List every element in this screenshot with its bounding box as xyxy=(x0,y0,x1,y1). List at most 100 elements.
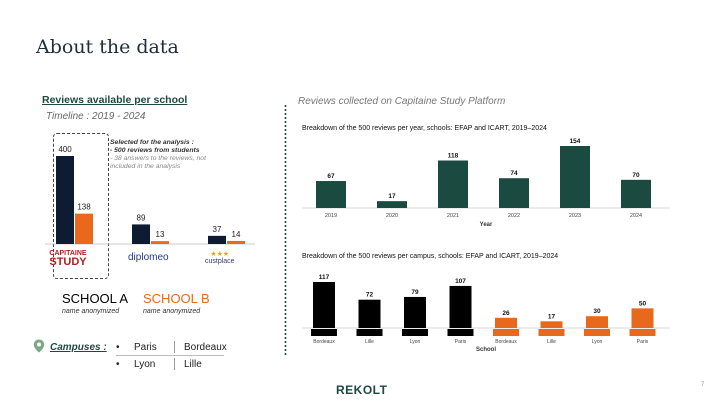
right-section-title: Reviews collected on Capitaine Study Pla… xyxy=(298,96,506,107)
custplace-logo-text: custplace xyxy=(205,258,235,265)
school-bar xyxy=(132,224,150,244)
school-bar xyxy=(227,240,245,244)
school-a-sub: name anonymized xyxy=(62,308,120,315)
custplace-stars: ★★★ xyxy=(210,251,230,258)
campus-list: • Paris Bordeaux • Lyon Lille xyxy=(116,339,227,372)
school-b-sub: name anonymized xyxy=(143,308,201,315)
year-bar-label: 67 xyxy=(327,173,335,180)
year-bar xyxy=(438,160,468,208)
campus-bar-label: 50 xyxy=(639,300,647,307)
campus-item: Lyon xyxy=(134,358,156,370)
campus-bar-label: 79 xyxy=(411,289,419,296)
year-bar-label: 74 xyxy=(510,170,518,177)
campus-group-band xyxy=(311,329,337,336)
campus-group-band xyxy=(493,329,519,336)
campus-group-band xyxy=(538,329,565,336)
campus-bar xyxy=(313,282,335,328)
campus-tick-label: Lyon xyxy=(410,339,421,345)
school-bar xyxy=(151,241,169,244)
year-bar xyxy=(316,181,346,208)
school-reviews-chart: 400 138 89 13 37 14 xyxy=(45,145,255,245)
campus-group-band xyxy=(584,329,610,336)
school-bar-label: 13 xyxy=(156,230,165,239)
school-bar xyxy=(208,235,226,244)
campus-group-band xyxy=(447,329,474,336)
year-bar-label: 154 xyxy=(570,138,581,145)
year-tick-label: 2022 xyxy=(508,213,520,219)
campus-tick-label: Lyon xyxy=(592,339,603,345)
school-bar-label: 400 xyxy=(58,145,72,154)
year-bar-label: 17 xyxy=(388,193,396,200)
diplomeo-logo: diplomeo xyxy=(128,252,169,263)
campus-bar-label: 117 xyxy=(319,274,330,281)
school-b-name: SCHOOL B xyxy=(143,291,210,306)
dotted-divider xyxy=(284,104,287,356)
school-bar-label: 37 xyxy=(213,225,222,234)
school-bar-label: 138 xyxy=(77,203,91,212)
year-bar xyxy=(377,201,407,208)
capitaine-study-logo: CAPITAINE STUDY xyxy=(48,249,88,268)
campus-bar xyxy=(358,299,381,328)
page-title: About the data xyxy=(36,36,179,58)
campus-bar-label: 26 xyxy=(502,310,510,317)
campus-tick-label: Paris xyxy=(455,339,467,345)
campus-item: Bordeaux xyxy=(184,341,227,353)
school-a-block: SCHOOL A name anonymized xyxy=(62,291,128,315)
year-tick-label: 2020 xyxy=(386,213,398,219)
school-b-block: SCHOOL B name anonymized xyxy=(143,291,210,315)
timeline-label: Timeline : 2019 - 2024 xyxy=(46,111,146,122)
school-bar xyxy=(56,156,74,244)
campus-chart-xlabel: School xyxy=(476,347,496,353)
custplace-logo: ★★★ custplace xyxy=(205,250,235,265)
year-tick-label: 2019 xyxy=(325,213,337,219)
campus-tick-label: Lille xyxy=(365,339,374,345)
campus-bar xyxy=(586,316,608,328)
capitaine-logo-top: CAPITAINE xyxy=(49,250,87,257)
campus-bar-label: 17 xyxy=(548,313,556,320)
campus-item: Paris xyxy=(134,341,157,353)
campus-group-band xyxy=(402,329,428,336)
year-tick-label: 2023 xyxy=(569,213,581,219)
campus-bar-label: 107 xyxy=(455,278,466,285)
campuses-label: Campuses : xyxy=(50,342,107,353)
annotation-line-2: 38 answers to the reviews, not included … xyxy=(110,155,206,170)
selection-annotation: Selected for the analysis : - 500 review… xyxy=(110,139,230,171)
year-chart-title: Breakdown of the 500 reviews per year, s… xyxy=(302,125,547,132)
campus-bar xyxy=(404,296,426,328)
campus-bar xyxy=(495,317,517,328)
section-title: Reviews available per school xyxy=(42,94,188,106)
campus-item: Lille xyxy=(184,358,202,370)
school-a-name: SCHOOL A xyxy=(62,291,128,306)
campus-bar xyxy=(449,285,472,328)
year-bar xyxy=(621,179,651,208)
annotation-line-1: 500 reviews from students xyxy=(114,147,200,154)
campus-group-band xyxy=(629,329,656,336)
campus-bar xyxy=(540,321,563,328)
year-breakdown-chart: Breakdown of the 500 reviews per year, s… xyxy=(302,125,670,228)
campus-breakdown-chart: Breakdown of the 500 reviews per campus,… xyxy=(302,253,670,353)
school-bar xyxy=(75,213,93,244)
year-tick-label: 2021 xyxy=(447,213,459,219)
rekolt-logo: REKOLT xyxy=(336,383,388,397)
year-bar xyxy=(560,146,590,208)
school-bar-label: 89 xyxy=(137,213,146,222)
annotation-heading: Selected for the analysis : xyxy=(110,139,194,146)
campus-group-band xyxy=(356,329,383,336)
selected-school-highlight xyxy=(53,133,109,279)
year-tick-label: 2024 xyxy=(630,213,642,219)
campus-chart-title: Breakdown of the 500 reviews per campus,… xyxy=(302,253,558,260)
campus-tick-label: Paris xyxy=(637,339,649,345)
capitaine-logo-bottom: STUDY xyxy=(49,256,87,268)
campus-bar-label: 72 xyxy=(366,292,374,299)
school-bar-label: 14 xyxy=(232,230,241,239)
campus-bar-label: 30 xyxy=(593,308,601,315)
year-bar xyxy=(499,178,529,208)
year-bar-label: 70 xyxy=(632,172,640,179)
page-number: 7 xyxy=(701,382,705,388)
campus-bar xyxy=(631,308,654,328)
campus-tick-label: Bordeaux xyxy=(313,339,335,345)
year-bar-label: 118 xyxy=(448,152,459,159)
campus-tick-label: Bordeaux xyxy=(495,339,517,345)
year-chart-xlabel: Year xyxy=(480,222,493,228)
map-pin-icon xyxy=(33,339,45,353)
